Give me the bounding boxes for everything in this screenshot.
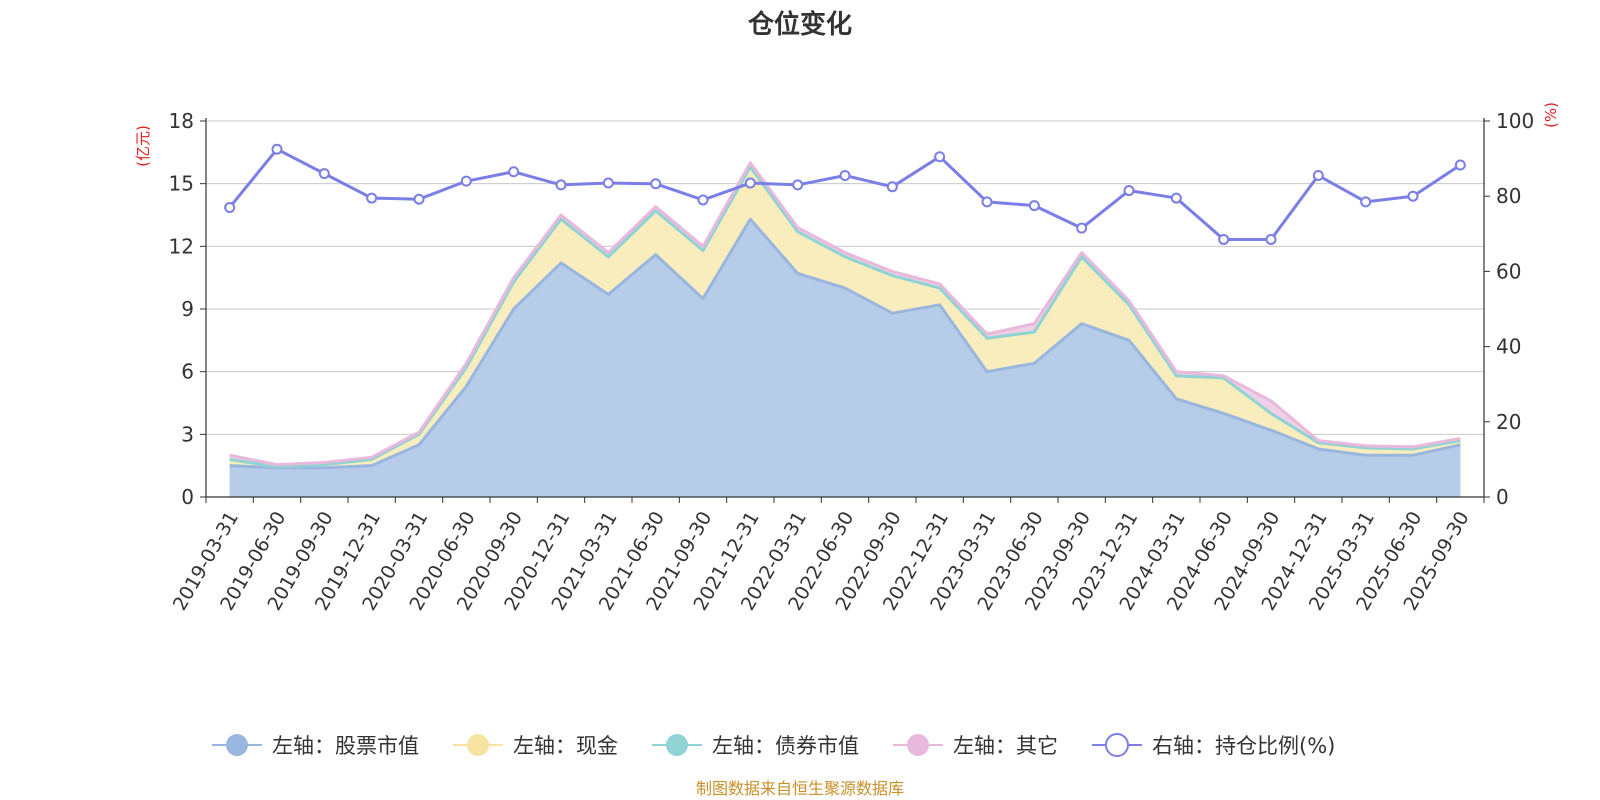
ratio-point: [224, 201, 236, 213]
ratio-line: [228, 147, 1462, 241]
ratio-point: [1265, 233, 1277, 245]
ratio-point: [1170, 192, 1182, 204]
area-左轴：股票市值: [229, 219, 1461, 497]
left-axis-unit: (亿元): [134, 125, 152, 167]
ratio-point: [460, 175, 472, 187]
right-tick-label: 20: [1496, 410, 1521, 434]
right-axis-unit: (%): [1542, 102, 1560, 128]
area-line-左轴：债券市值: [229, 165, 1461, 469]
ratio-point: [366, 192, 378, 204]
ratio-point: [792, 179, 804, 191]
legend-marker: [666, 734, 688, 756]
left-tick-label: 12: [169, 234, 194, 258]
ratio-point: [602, 177, 614, 189]
ratio-point: [1076, 222, 1088, 234]
legend-label: 左轴：债券市值: [712, 734, 859, 758]
ratio-point: [744, 177, 756, 189]
left-tick-label: 0: [181, 485, 194, 509]
legend-label: 左轴：现金: [513, 734, 618, 758]
area-line-左轴：股票市值: [229, 217, 1461, 470]
ratio-point: [555, 179, 567, 191]
legend-label: 左轴：其它: [953, 734, 1058, 758]
ratio-point: [934, 151, 946, 163]
ratio-point: [1028, 200, 1040, 212]
ratio-point: [650, 178, 662, 190]
area-series: [229, 161, 1461, 497]
legend-label: 左轴：股票市值: [272, 734, 419, 758]
ratio-point: [1454, 159, 1466, 171]
ratio-point: [508, 166, 520, 178]
legend-label: 右轴：持仓比例(%): [1152, 734, 1335, 758]
ratio-point: [413, 193, 425, 205]
ratio-point: [839, 170, 851, 182]
legend-item[interactable]: 左轴：股票市值: [212, 734, 419, 758]
right-tick-label: 100: [1496, 109, 1534, 133]
legend-item[interactable]: 左轴：现金: [453, 734, 618, 758]
left-tick-label: 18: [169, 109, 194, 133]
source-note: 制图数据来自恒生聚源数据库: [696, 779, 904, 798]
area-line-左轴：其它: [229, 161, 1461, 467]
legend-item[interactable]: 左轴：其它: [893, 734, 1058, 758]
legend-marker: [907, 734, 929, 756]
ratio-point: [886, 181, 898, 193]
legend-marker: [226, 734, 248, 756]
chart-title: 仓位变化: [747, 9, 852, 40]
ratio-point: [1123, 185, 1135, 197]
ratio-point: [1360, 196, 1372, 208]
right-tick-label: 0: [1496, 485, 1509, 509]
legend-item[interactable]: 左轴：债券市值: [652, 734, 859, 758]
left-tick-label: 6: [181, 360, 194, 384]
legend: 左轴：股票市值 左轴：现金 左轴：债券市值 左轴：其它 右轴：持仓比例(%): [212, 733, 1335, 758]
left-tick-label: 9: [181, 297, 194, 321]
ratio-point: [271, 143, 283, 155]
ratio-point: [1312, 170, 1324, 182]
right-tick-label: 40: [1496, 335, 1521, 359]
legend-item[interactable]: 右轴：持仓比例(%): [1092, 733, 1335, 758]
left-tick-label: 3: [181, 422, 194, 446]
legend-marker: [1105, 733, 1129, 757]
right-tick-label: 80: [1496, 184, 1521, 208]
ratio-point: [1407, 190, 1419, 202]
ratio-point: [981, 196, 993, 208]
legend-marker: [467, 734, 489, 756]
left-tick-label: 15: [169, 172, 194, 196]
ratio-point: [697, 194, 709, 206]
right-tick-label: 60: [1496, 259, 1521, 283]
ratio-point: [1218, 233, 1230, 245]
ratio-point: [318, 168, 330, 180]
ratio-series: [224, 143, 1466, 245]
